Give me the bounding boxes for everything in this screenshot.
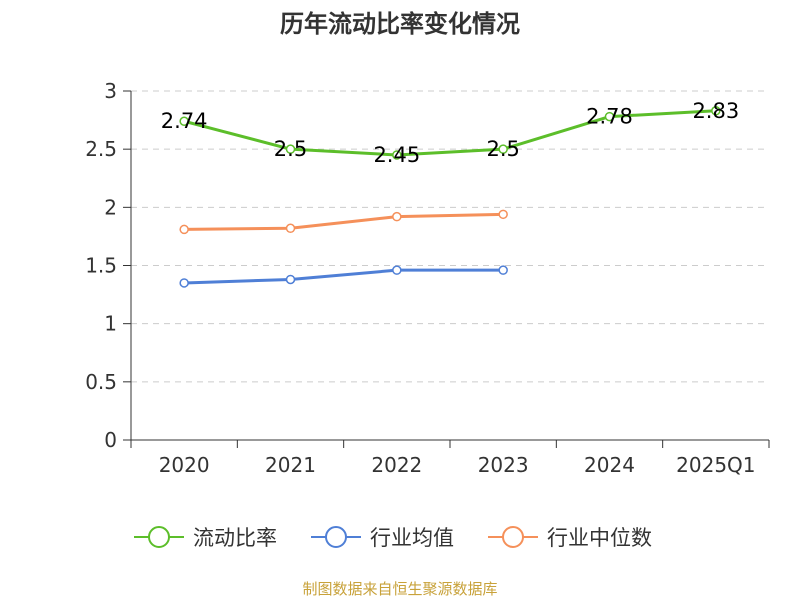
data-point xyxy=(604,111,615,122)
data-point xyxy=(392,211,402,222)
data-label: 2.45 xyxy=(373,143,420,167)
data-point xyxy=(392,265,402,275)
data-label: 2.5 xyxy=(274,137,307,161)
data-label: 2.83 xyxy=(692,99,739,123)
data-point xyxy=(179,116,189,126)
x-tick-label: 2024 xyxy=(584,453,635,477)
chart-title: 历年流动比率变化情况 xyxy=(280,10,520,38)
data-point xyxy=(285,144,296,154)
y-tick-label: 2.5 xyxy=(85,137,117,161)
data-label: 2.74 xyxy=(161,109,208,133)
data-point xyxy=(498,209,508,220)
data-labels: 2.74 2.5 2.45 2.5 2.78 2.83 xyxy=(161,99,739,167)
data-point xyxy=(285,274,296,285)
series-line-3 xyxy=(184,212,504,231)
data-point xyxy=(392,150,402,160)
data-point xyxy=(285,223,296,234)
y-tick-label: 1.5 xyxy=(85,254,117,278)
series-line-2 xyxy=(184,268,504,285)
axes: 0 0.5 1 1.5 2 2.5 3 2020 2021 2022 2023 2024 2025Q1 xyxy=(85,79,770,477)
data-point xyxy=(179,224,189,235)
legend-marker xyxy=(502,526,524,548)
data-point xyxy=(711,106,721,116)
x-tick-label: 2021 xyxy=(265,453,316,477)
series-group xyxy=(179,106,721,288)
legend: 流动比率 行业均值 行业中位数 xyxy=(134,526,652,550)
y-tick-label: 3 xyxy=(104,79,117,103)
data-point xyxy=(498,144,508,154)
legend-marker xyxy=(325,526,347,548)
data-label: 2.78 xyxy=(586,105,633,129)
series-line-1 xyxy=(183,109,716,157)
y-tick-label: 0 xyxy=(104,428,117,452)
y-tick-label: 1 xyxy=(104,312,117,336)
x-tick-label: 2023 xyxy=(478,453,529,477)
legend-label: 流动比率 xyxy=(193,526,277,550)
y-tick-label: 0.5 xyxy=(85,370,117,394)
grid-lines xyxy=(131,90,769,383)
x-tick-label: 2022 xyxy=(371,453,422,477)
data-point xyxy=(179,278,189,288)
x-tick-label: 2020 xyxy=(159,453,210,477)
y-tick-label: 2 xyxy=(104,195,117,219)
legend-label: 行业中位数 xyxy=(547,526,652,550)
data-point xyxy=(498,265,508,275)
legend-marker xyxy=(148,526,170,548)
legend-label: 行业均值 xyxy=(370,526,454,550)
x-tick-label: 2025Q1 xyxy=(676,453,755,477)
data-label: 2.5 xyxy=(486,137,519,161)
source-note: 制图数据来自恒生聚源数据库 xyxy=(302,580,497,598)
